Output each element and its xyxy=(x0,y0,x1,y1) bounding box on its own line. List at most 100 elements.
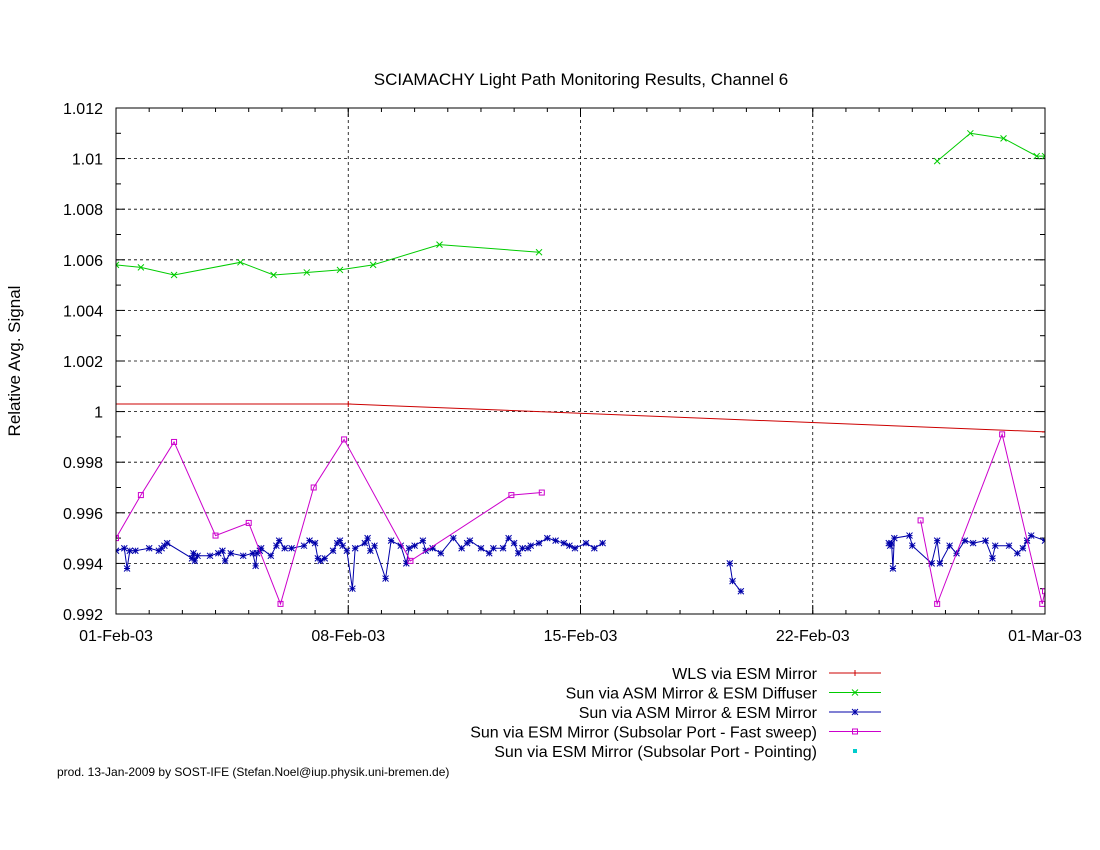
x-tick-label: 15-Feb-03 xyxy=(544,628,618,645)
data-point xyxy=(405,544,413,552)
y-axis-label: Relative Avg. Signal xyxy=(5,286,24,437)
data-point xyxy=(543,534,551,542)
data-point xyxy=(364,534,371,542)
legend-label: Sun via ESM Mirror (Subsolar Port - Fast… xyxy=(470,725,817,742)
series-line xyxy=(936,132,1045,162)
legend-label: Sun via ASM Mirror & ESM Diffuser xyxy=(566,686,818,703)
data-point xyxy=(934,600,941,607)
data-point xyxy=(1005,542,1013,550)
data-point xyxy=(206,552,214,560)
data-point xyxy=(969,539,977,547)
data-point xyxy=(419,537,427,544)
data-point xyxy=(519,544,526,552)
y-tick-label: 0.992 xyxy=(63,607,103,624)
y-tick-label: 0.994 xyxy=(63,556,103,573)
data-point xyxy=(321,554,329,562)
data-point xyxy=(490,544,497,552)
data-point xyxy=(1041,152,1045,160)
data-point xyxy=(886,542,894,550)
series-line xyxy=(116,244,540,276)
x-tick-label: 22-Feb-03 xyxy=(776,628,850,645)
data-point xyxy=(116,401,119,408)
data-point xyxy=(336,266,344,274)
data-point xyxy=(890,534,898,542)
data-point xyxy=(341,436,348,443)
data-point xyxy=(214,549,222,557)
data-point xyxy=(310,484,317,491)
data-point xyxy=(535,248,543,256)
data-point xyxy=(387,537,395,544)
data-point xyxy=(137,264,145,271)
data-point xyxy=(339,542,347,550)
footer-credit: prod. 13-Jan-2009 by SOST-IFE (Stefan.No… xyxy=(57,765,449,779)
data-point xyxy=(343,547,351,555)
data-point xyxy=(219,547,226,555)
data-point xyxy=(273,542,280,550)
data-point xyxy=(527,542,535,550)
y-tick-label: 1.012 xyxy=(63,101,103,118)
data-point xyxy=(729,577,736,585)
plot-series xyxy=(116,129,1045,607)
data-point xyxy=(191,557,199,565)
data-point xyxy=(190,549,197,557)
data-point xyxy=(397,542,405,550)
data-point xyxy=(737,587,745,595)
data-point xyxy=(936,560,944,567)
data-point xyxy=(411,542,418,550)
data-point xyxy=(908,542,916,550)
data-point xyxy=(449,534,457,542)
y-tick-label: 1.002 xyxy=(63,354,103,371)
data-point xyxy=(407,557,414,564)
series-2 xyxy=(116,129,1045,279)
data-point xyxy=(535,539,543,547)
data-point xyxy=(270,271,277,279)
data-point xyxy=(275,537,283,544)
data-point xyxy=(966,129,974,137)
data-point xyxy=(1042,428,1045,435)
data-point xyxy=(458,544,465,552)
data-point xyxy=(590,544,598,552)
data-point xyxy=(889,565,897,572)
series-1 xyxy=(116,401,1045,435)
x-tick-label: 01-Feb-03 xyxy=(79,628,153,645)
y-tick-label: 0.998 xyxy=(63,455,103,472)
data-point xyxy=(300,542,308,550)
data-point xyxy=(288,544,295,552)
data-point xyxy=(571,544,579,552)
data-point xyxy=(361,539,369,547)
data-point xyxy=(311,539,319,547)
data-point xyxy=(116,535,119,542)
data-point xyxy=(538,489,545,496)
y-tick-label: 1.004 xyxy=(63,303,103,320)
y-tick-label: 1.008 xyxy=(63,202,103,219)
y-tick-label: 1.006 xyxy=(63,253,103,270)
data-point xyxy=(382,575,389,582)
data-point xyxy=(306,537,313,544)
data-point xyxy=(351,544,359,552)
data-point xyxy=(437,549,445,557)
y-tick-label: 1 xyxy=(94,405,103,422)
legend-label: Sun via ASM Mirror & ESM Mirror xyxy=(579,705,818,722)
chart-title: SCIAMACHY Light Path Monitoring Results,… xyxy=(374,70,789,89)
series-line xyxy=(729,563,742,592)
data-point xyxy=(1019,544,1027,552)
data-point xyxy=(237,258,244,266)
data-point xyxy=(436,241,443,248)
data-point xyxy=(281,544,289,552)
data-point xyxy=(552,537,559,544)
y-axis-ticks: 0.992 0.994 0.996 0.998 1 1.002 1.004 1.006 1.00… xyxy=(63,101,1045,624)
data-point xyxy=(163,539,171,547)
grid-lines xyxy=(116,108,1045,614)
data-point xyxy=(126,547,134,555)
data-point xyxy=(194,552,201,560)
data-point xyxy=(961,537,969,544)
data-point xyxy=(336,537,344,544)
legend-label: WLS via ESM Mirror xyxy=(672,666,818,683)
data-point xyxy=(982,537,989,544)
data-point xyxy=(991,542,999,550)
data-point xyxy=(928,560,935,567)
data-point xyxy=(132,547,139,555)
data-point xyxy=(599,539,606,547)
data-point xyxy=(116,261,120,269)
data-point xyxy=(989,554,996,562)
